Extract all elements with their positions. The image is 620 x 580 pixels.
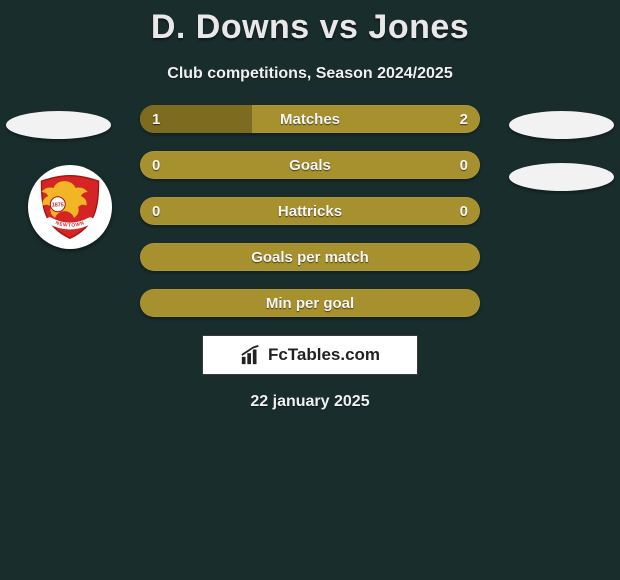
page-title: D. Downs vs Jones — [0, 0, 620, 47]
crest-year: 1875 — [52, 202, 64, 208]
subtitle: Club competitions, Season 2024/2025 — [0, 65, 620, 83]
player-left-slot-1 — [6, 111, 111, 139]
stat-label: Matches — [140, 105, 480, 133]
date: 22 january 2025 — [0, 393, 620, 411]
club-crest: 1875 NEWTOWN — [28, 165, 112, 249]
brand-box: FcTables.com — [202, 335, 418, 375]
brand-text: FcTables.com — [268, 345, 380, 365]
stat-row: 00Goals — [140, 151, 480, 179]
newtown-crest-icon: 1875 NEWTOWN — [36, 173, 104, 241]
player-right-slot-2 — [509, 163, 614, 191]
stat-label: Min per goal — [140, 289, 480, 317]
stat-row: Goals per match — [140, 243, 480, 271]
stat-label: Hattricks — [140, 197, 480, 225]
comparison-area: 1875 NEWTOWN 12Matches 00Goals 00Hattricks… — [0, 105, 620, 317]
stat-bars: 12Matches 00Goals 00Hattricks Goals per mat… — [140, 105, 480, 317]
stat-label: Goals per match — [140, 243, 480, 271]
stat-row: Min per goal — [140, 289, 480, 317]
player-right-slot-1 — [509, 111, 614, 139]
stat-label: Goals — [140, 151, 480, 179]
bars-icon — [240, 344, 262, 366]
stat-row: 00Hattricks — [140, 197, 480, 225]
stat-row: 12Matches — [140, 105, 480, 133]
